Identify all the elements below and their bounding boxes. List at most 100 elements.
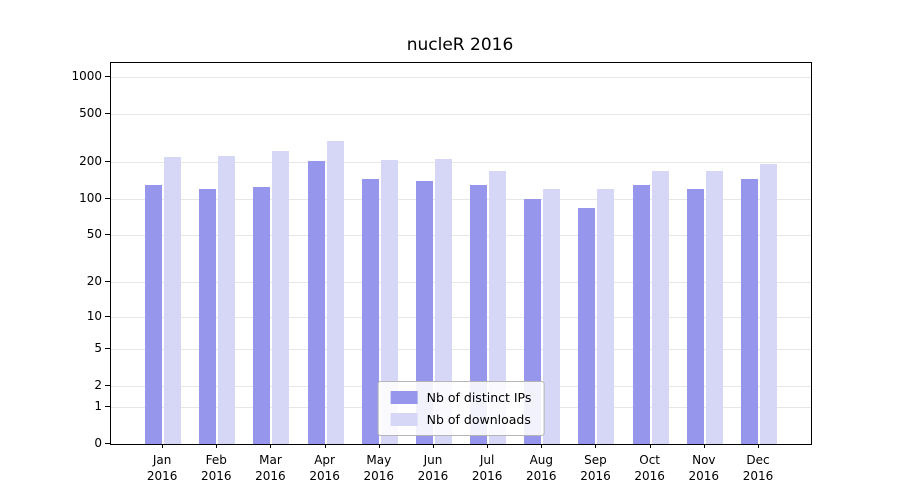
gridline xyxy=(111,317,811,318)
bar-group-jan xyxy=(136,63,190,444)
x-tick-label-apr: Apr 2016 xyxy=(298,444,352,484)
bar-distinct-ips-may xyxy=(361,179,379,444)
y-tick-label: 10 xyxy=(86,309,102,323)
legend-item-downloads: Nb of downloads xyxy=(390,412,532,427)
legend: Nb of distinct IPs Nb of downloads xyxy=(377,381,545,436)
bar-group-may xyxy=(353,63,407,444)
bar-downloads-mar xyxy=(272,151,290,444)
bar-group-mar xyxy=(244,63,298,444)
x-tick-year: 2016 xyxy=(255,469,286,483)
y-tick-label: 100 xyxy=(79,191,102,205)
x-tick-month: Aug xyxy=(529,453,553,467)
gridline xyxy=(111,114,811,115)
x-tick-mark xyxy=(432,444,434,448)
bar-distinct-ips-mar xyxy=(253,187,271,444)
bar-downloads-jul xyxy=(489,171,507,444)
x-tick-year: 2016 xyxy=(526,469,557,483)
x-tick-month: Apr xyxy=(314,453,335,467)
x-tick-mark xyxy=(324,444,326,448)
bar-downloads-aug xyxy=(543,189,561,444)
plot-area: Nb of distinct IPs Nb of downloads xyxy=(110,62,812,445)
bar-group-jun xyxy=(407,63,461,444)
x-tick-mark xyxy=(216,444,218,448)
x-tick-mark xyxy=(487,444,489,448)
y-tick-label: 200 xyxy=(79,154,102,168)
x-tick-mark xyxy=(703,444,705,448)
x-tick-mark xyxy=(595,444,597,448)
bar-downloads-jun xyxy=(434,159,452,444)
x-axis: Jan 2016 Feb 2016 Mar 2016 Apr 2016 May 2016 Jun 20… xyxy=(110,444,810,484)
x-tick-year: 2016 xyxy=(417,469,449,483)
bar-distinct-ips-oct xyxy=(632,185,650,444)
bar-group-oct xyxy=(624,63,678,444)
bar-distinct-ips-feb xyxy=(199,189,217,444)
bar-group-dec xyxy=(732,63,786,444)
x-tick-mark xyxy=(378,444,380,448)
bar-distinct-ips-sep xyxy=(578,208,596,444)
y-tick-label: 1000 xyxy=(71,69,102,83)
x-tick-label-may: May 2016 xyxy=(352,444,406,484)
bar-downloads-nov xyxy=(705,171,723,444)
bar-distinct-ips-apr xyxy=(307,161,325,444)
bar-downloads-jan xyxy=(164,157,182,444)
x-tick-month: Jun xyxy=(423,453,443,467)
bar-downloads-feb xyxy=(218,156,236,444)
x-tick-label-nov: Nov 2016 xyxy=(677,444,731,484)
bar-group-jul xyxy=(461,63,515,444)
gridline xyxy=(111,77,811,78)
x-tick-month: Jul xyxy=(479,453,495,467)
x-tick-year: 2016 xyxy=(688,469,720,483)
x-tick-month: Jan xyxy=(152,453,172,467)
bar-downloads-apr xyxy=(326,141,344,444)
x-tick-mark xyxy=(162,444,164,448)
bar-distinct-ips-jun xyxy=(415,181,433,444)
x-tick-year: 2016 xyxy=(471,469,503,483)
x-tick-mark xyxy=(757,444,759,448)
bar-group-nov xyxy=(678,63,732,444)
x-tick-year: 2016 xyxy=(200,469,232,483)
y-tick-label: 50 xyxy=(86,227,102,241)
bar-distinct-ips-dec xyxy=(740,179,758,444)
bar-group-sep xyxy=(569,63,623,444)
y-tick-label: 2 xyxy=(94,378,102,392)
bar-distinct-ips-jul xyxy=(470,185,488,444)
x-tick-month: Oct xyxy=(639,453,660,467)
bar-downloads-may xyxy=(380,160,398,444)
x-tick-mark xyxy=(649,444,651,448)
x-tick-month: Mar xyxy=(259,453,282,467)
legend-swatch xyxy=(390,391,418,404)
x-tick-label-feb: Feb 2016 xyxy=(189,444,243,484)
x-tick-month: May xyxy=(366,453,392,467)
y-tick-label: 1 xyxy=(94,399,102,413)
x-tick-year: 2016 xyxy=(309,469,340,483)
x-tick-year: 2016 xyxy=(742,469,774,483)
bar-downloads-dec xyxy=(759,164,777,444)
x-tick-month: Sep xyxy=(584,453,607,467)
x-tick-label-sep: Sep 2016 xyxy=(568,444,622,484)
x-tick-mark xyxy=(541,444,543,448)
bars-row xyxy=(111,63,811,444)
x-tick-month: Dec xyxy=(746,453,770,467)
y-tick-label: 5 xyxy=(94,341,102,355)
legend-label: Nb of distinct IPs xyxy=(426,390,532,405)
gridline xyxy=(111,349,811,350)
legend-label: Nb of downloads xyxy=(426,412,531,427)
x-tick-month: Nov xyxy=(692,453,716,467)
x-tick-mark xyxy=(270,444,272,448)
x-tick-year: 2016 xyxy=(363,469,395,483)
x-tick-label-mar: Mar 2016 xyxy=(243,444,297,484)
x-tick-label-jul: Jul 2016 xyxy=(460,444,514,484)
bar-downloads-oct xyxy=(651,171,669,444)
x-tick-year: 2016 xyxy=(634,469,665,483)
x-tick-label-jan: Jan 2016 xyxy=(135,444,189,484)
bar-distinct-ips-nov xyxy=(686,189,704,444)
chart-title: nucleR 2016 xyxy=(406,35,514,55)
y-tick-label: 500 xyxy=(79,106,102,120)
gridline xyxy=(111,235,811,236)
gridline xyxy=(111,199,811,200)
gridline xyxy=(111,162,811,163)
x-tick-label-jun: Jun 2016 xyxy=(406,444,460,484)
x-tick-year: 2016 xyxy=(580,469,611,483)
x-tick-label-dec: Dec 2016 xyxy=(731,444,785,484)
